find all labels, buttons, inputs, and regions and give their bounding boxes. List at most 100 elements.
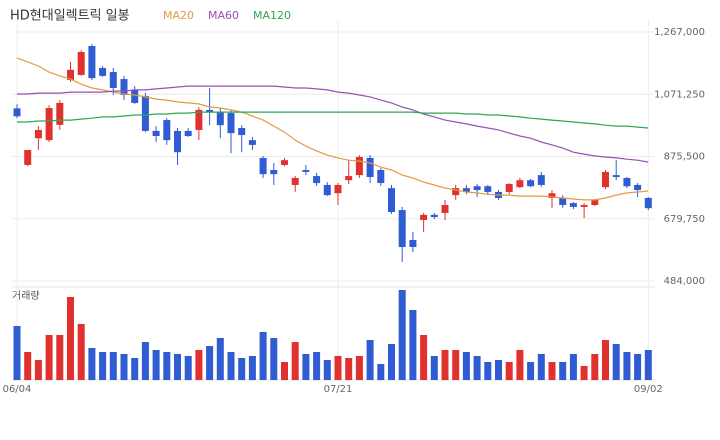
candle-body bbox=[77, 52, 85, 75]
candle-body bbox=[537, 175, 545, 185]
volume-bar bbox=[484, 362, 492, 380]
candle-body bbox=[67, 69, 74, 81]
candle-body bbox=[88, 45, 96, 79]
candle-body bbox=[270, 170, 278, 175]
candle-body bbox=[377, 170, 385, 184]
volume-bar bbox=[345, 358, 353, 380]
volume-bar bbox=[259, 332, 267, 380]
volume-bar bbox=[291, 342, 299, 380]
candle-body bbox=[623, 177, 631, 187]
moving-average-line bbox=[17, 111, 649, 129]
candle-body bbox=[109, 72, 117, 88]
volume-bar bbox=[634, 354, 642, 380]
volume-bar bbox=[602, 340, 609, 380]
y-tick-label: 484,000 bbox=[664, 276, 705, 287]
candle-body bbox=[248, 140, 256, 145]
candle-body bbox=[548, 193, 556, 198]
candle-body bbox=[259, 157, 267, 175]
volume-bar bbox=[495, 360, 502, 380]
volume-bar bbox=[323, 360, 331, 380]
candle-body bbox=[120, 79, 128, 95]
volume-bar bbox=[45, 335, 53, 380]
candle-body bbox=[313, 176, 321, 184]
candle-body bbox=[420, 214, 428, 220]
candle-body bbox=[591, 199, 599, 205]
y-tick-label: 1,267,000 bbox=[654, 27, 705, 38]
candle-body bbox=[291, 177, 299, 185]
volume-bar bbox=[120, 354, 128, 380]
volume-bar bbox=[473, 356, 481, 380]
candle-body bbox=[13, 108, 21, 117]
x-tick-label: 09/02 bbox=[634, 384, 663, 395]
volume-bar bbox=[302, 354, 310, 380]
volume-bar bbox=[580, 366, 588, 380]
x-tick-label: 07/21 bbox=[324, 384, 353, 395]
y-tick-label: 679,750 bbox=[664, 214, 705, 225]
candle-body bbox=[441, 204, 449, 213]
candle-body bbox=[452, 188, 460, 196]
candle-body bbox=[334, 184, 342, 194]
chart-title: HD현대일렉트릭 일봉 bbox=[10, 9, 130, 24]
legend-label: MA120 bbox=[253, 9, 291, 22]
volume-bar bbox=[366, 340, 374, 380]
legend-label: MA60 bbox=[208, 9, 239, 22]
volume-bar bbox=[644, 350, 652, 380]
volume-bar bbox=[109, 352, 117, 380]
volume-bar bbox=[377, 364, 385, 380]
moving-average-line bbox=[17, 85, 649, 163]
volume-bar bbox=[548, 362, 556, 380]
volume-bar bbox=[131, 358, 139, 380]
candle-body bbox=[163, 120, 171, 141]
volume-bar bbox=[281, 362, 288, 380]
volume-bar bbox=[313, 352, 321, 380]
volume-bar bbox=[163, 352, 171, 380]
x-tick-label: 06/04 bbox=[3, 384, 32, 395]
candle-body bbox=[388, 188, 395, 212]
candle-body bbox=[195, 109, 203, 130]
volume-bar bbox=[206, 346, 214, 380]
volume-bar bbox=[420, 335, 428, 380]
candle-body bbox=[516, 180, 524, 188]
candle-body bbox=[580, 204, 588, 207]
candle-body bbox=[34, 129, 42, 139]
candle-body bbox=[430, 214, 438, 218]
candle-body bbox=[174, 130, 181, 153]
volume-bar bbox=[13, 326, 21, 380]
candle-body bbox=[505, 184, 513, 192]
volume-label: 거래량 bbox=[12, 290, 40, 302]
candle-body bbox=[45, 108, 53, 141]
candle-body bbox=[398, 210, 406, 247]
candle-body bbox=[56, 102, 64, 125]
volume-bar bbox=[174, 354, 181, 380]
candle-body bbox=[527, 180, 535, 187]
volume-bar bbox=[227, 352, 235, 380]
candle-body bbox=[484, 186, 492, 192]
candle-body bbox=[473, 186, 481, 191]
moving-average-line bbox=[16, 57, 649, 201]
volume-bar bbox=[527, 362, 535, 380]
candle-body bbox=[602, 171, 609, 188]
candle-body bbox=[227, 113, 235, 134]
volume-bar bbox=[99, 352, 107, 380]
candle-body bbox=[206, 109, 214, 113]
volume-bar bbox=[623, 352, 631, 380]
candle-body bbox=[152, 130, 160, 136]
volume-bar bbox=[238, 358, 246, 380]
candle-body bbox=[184, 130, 192, 136]
volume-bar bbox=[430, 356, 438, 380]
candle-body bbox=[131, 89, 139, 103]
volume-bar bbox=[334, 356, 342, 380]
candle-body bbox=[141, 95, 149, 131]
volume-bar bbox=[67, 297, 74, 380]
volume-bar bbox=[462, 352, 470, 380]
candle-body bbox=[559, 198, 567, 205]
volume-bar bbox=[56, 335, 64, 380]
volume-bar bbox=[24, 352, 32, 380]
volume-bar bbox=[505, 362, 513, 380]
volume-bar bbox=[569, 354, 577, 380]
candle-body bbox=[409, 239, 417, 247]
volume-bar bbox=[88, 348, 96, 380]
volume-bar bbox=[195, 350, 203, 380]
candle-body bbox=[462, 188, 470, 192]
